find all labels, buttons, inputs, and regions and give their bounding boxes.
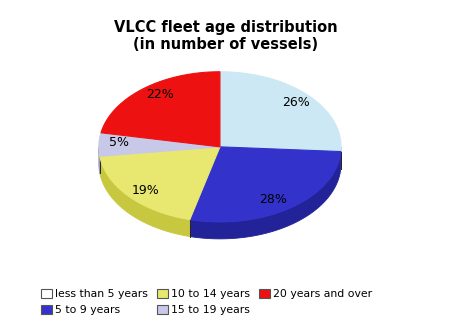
Polygon shape xyxy=(100,156,189,236)
Legend: less than 5 years, 5 to 9 years, 10 to 14 years, 15 to 19 years, 20 years and ov: less than 5 years, 5 to 9 years, 10 to 1… xyxy=(37,285,376,319)
Text: 28%: 28% xyxy=(259,194,287,206)
Text: VLCC fleet age distribution
(in number of vessels): VLCC fleet age distribution (in number o… xyxy=(114,20,337,52)
Polygon shape xyxy=(189,152,340,239)
Polygon shape xyxy=(100,147,220,219)
Text: 26%: 26% xyxy=(281,96,309,109)
Text: 22%: 22% xyxy=(145,88,173,101)
Polygon shape xyxy=(99,133,220,156)
Polygon shape xyxy=(220,72,341,152)
Polygon shape xyxy=(189,147,340,222)
Text: 19%: 19% xyxy=(132,184,159,196)
Text: 5%: 5% xyxy=(109,136,129,149)
Polygon shape xyxy=(99,147,100,173)
Polygon shape xyxy=(101,72,220,147)
